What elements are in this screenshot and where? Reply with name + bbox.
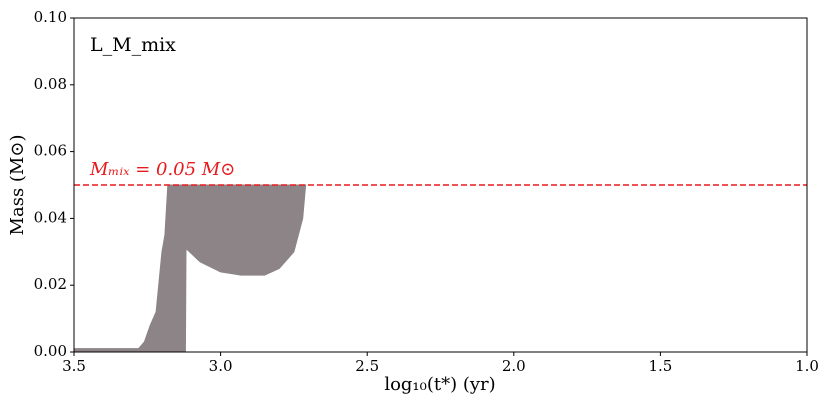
area: [73, 184, 307, 353]
annotation: Mₘᵢₓ = 0.05 M⊙: [89, 159, 235, 180]
y-tick-label: 0.08: [34, 75, 67, 93]
x-tick-label: 3.0: [209, 357, 233, 375]
y-tick-label: 0.00: [34, 342, 67, 360]
x-axis-label: log₁₀(t*) (yr): [384, 374, 495, 395]
x-tick-label: 2.0: [502, 357, 526, 375]
y-axis-label: Mass (M⊙): [7, 135, 28, 236]
y-tick-label: 0.06: [34, 142, 67, 160]
panel-label: L_M_mix: [90, 34, 176, 56]
y-tick-label: 0.02: [34, 275, 67, 293]
x-tick-label: 3.5: [62, 357, 86, 375]
x-tick-label: 1.0: [795, 357, 819, 375]
x-tick-label: 1.5: [648, 357, 672, 375]
y-tick-label: 0.04: [34, 208, 67, 226]
x-tick-label: 2.5: [355, 357, 379, 375]
y-tick-label: 0.10: [34, 8, 67, 26]
plot-frame: [73, 17, 808, 353]
